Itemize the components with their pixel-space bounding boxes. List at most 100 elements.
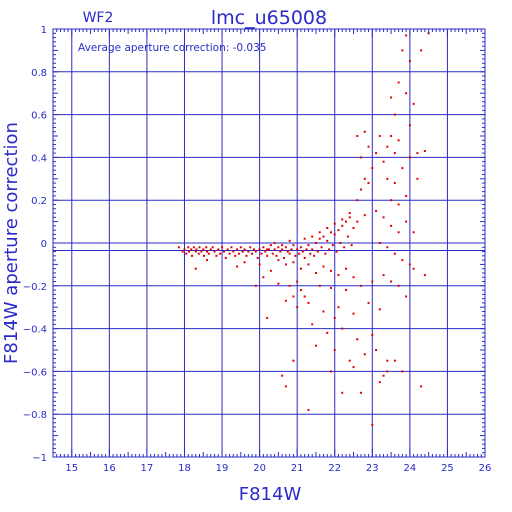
data-point — [271, 252, 274, 255]
data-point — [360, 156, 363, 159]
data-point — [299, 289, 302, 292]
data-point — [420, 385, 423, 388]
data-point — [292, 261, 295, 264]
data-point — [269, 244, 272, 247]
data-point — [339, 242, 342, 244]
data-point — [416, 177, 419, 180]
data-point — [328, 248, 331, 251]
data-point — [283, 256, 286, 259]
data-point — [333, 233, 336, 236]
y-tick-label: 0.2 — [31, 196, 47, 207]
data-point — [405, 295, 408, 298]
data-point — [318, 237, 321, 240]
data-point — [211, 246, 214, 249]
data-point — [309, 252, 312, 255]
data-point — [386, 145, 389, 148]
tick-marks — [53, 29, 485, 457]
data-point — [386, 177, 389, 180]
data-point — [397, 203, 400, 206]
data-point — [363, 130, 366, 133]
data-point — [382, 216, 385, 219]
chart-annotation: Average aperture correction: -0.035 — [78, 42, 266, 54]
data-point — [356, 199, 359, 202]
data-point — [360, 391, 363, 394]
data-point — [241, 250, 244, 253]
data-point — [333, 349, 336, 351]
data-point — [260, 252, 263, 255]
data-point — [284, 246, 287, 249]
data-point — [322, 235, 325, 238]
data-point — [314, 344, 317, 347]
data-point — [367, 301, 370, 304]
data-point — [360, 188, 363, 191]
data-point — [375, 349, 378, 351]
data-point — [360, 284, 363, 287]
x-tick-label: 16 — [103, 463, 116, 474]
data-point — [294, 254, 297, 257]
data-point — [311, 323, 314, 326]
data-point — [378, 135, 381, 137]
data-point — [217, 248, 220, 251]
data-point — [356, 135, 359, 137]
data-point — [203, 254, 206, 257]
data-point — [401, 167, 404, 170]
data-point — [341, 224, 344, 227]
x-tick-label: 17 — [141, 463, 154, 474]
data-point — [226, 248, 229, 251]
data-point — [337, 306, 340, 309]
data-point — [296, 306, 299, 309]
data-point — [337, 274, 340, 277]
x-axis-label: F814W — [239, 484, 302, 505]
data-point — [245, 254, 248, 257]
data-point — [326, 239, 329, 242]
y-tick-label: −0.6 — [23, 367, 47, 378]
data-point — [254, 284, 257, 287]
data-point — [367, 182, 370, 185]
x-tick-label: 20 — [253, 463, 266, 474]
data-point — [266, 254, 269, 257]
data-point — [190, 248, 193, 251]
x-tick-label: 21 — [291, 463, 304, 474]
data-point — [371, 280, 374, 283]
data-point — [326, 331, 329, 334]
data-point — [337, 229, 340, 232]
reference-lines — [53, 242, 485, 251]
data-point — [222, 250, 225, 253]
data-point — [408, 60, 411, 63]
data-point — [237, 252, 240, 255]
data-point — [405, 34, 408, 37]
data-point — [408, 124, 411, 127]
data-point — [314, 271, 317, 274]
data-point — [198, 246, 201, 249]
x-tick-label: 24 — [404, 463, 417, 474]
data-point — [408, 156, 411, 159]
data-point — [311, 248, 314, 251]
data-point — [393, 252, 396, 255]
data-point — [352, 312, 355, 315]
y-tick-label: 1 — [41, 25, 47, 36]
y-tick-label: −0.4 — [23, 325, 47, 336]
data-point — [356, 338, 359, 341]
data-point — [397, 284, 400, 287]
data-point — [187, 250, 190, 253]
data-point — [393, 152, 396, 155]
data-point — [232, 250, 235, 253]
data-point — [390, 224, 393, 227]
data-point — [390, 199, 393, 202]
x-tick-label: 22 — [328, 463, 341, 474]
data-point — [236, 265, 239, 268]
data-point — [296, 280, 299, 283]
data-point — [251, 252, 254, 255]
data-point — [318, 284, 321, 287]
data-point — [307, 301, 310, 304]
data-point — [423, 149, 426, 152]
data-point — [234, 254, 237, 257]
data-point — [275, 254, 278, 257]
data-point — [333, 316, 336, 319]
data-point — [292, 295, 295, 298]
data-point — [303, 237, 306, 240]
data-point — [268, 248, 270, 251]
y-tick-label: 0.8 — [31, 68, 47, 79]
data-point — [185, 252, 188, 255]
